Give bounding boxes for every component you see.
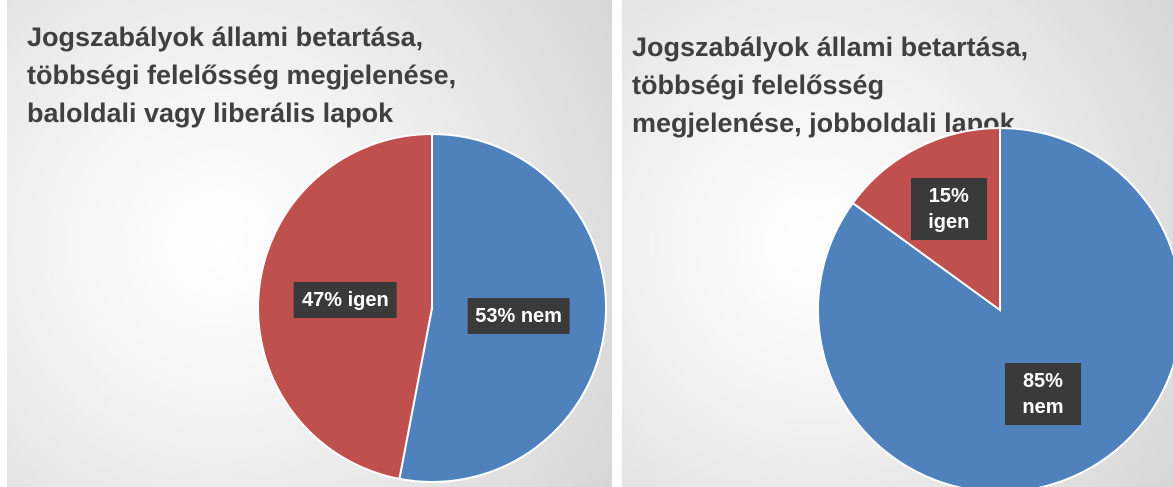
chart-panel: Jogszabályok állami betartása, többségi … xyxy=(622,0,1173,487)
data-label: 15% igen xyxy=(910,178,987,241)
data-label: 85% nem xyxy=(1004,363,1081,426)
chart-title: Jogszabályok állami betartása, többségi … xyxy=(632,32,1029,138)
chart-title: Jogszabályok állami betartása, többségi … xyxy=(27,22,457,128)
pie xyxy=(817,126,1173,487)
data-label: 47% igen xyxy=(294,281,397,318)
pie xyxy=(257,132,607,483)
data-label: 53% nem xyxy=(467,298,570,335)
chart-panel: Jogszabályok állami betartása, többségi … xyxy=(7,0,612,487)
